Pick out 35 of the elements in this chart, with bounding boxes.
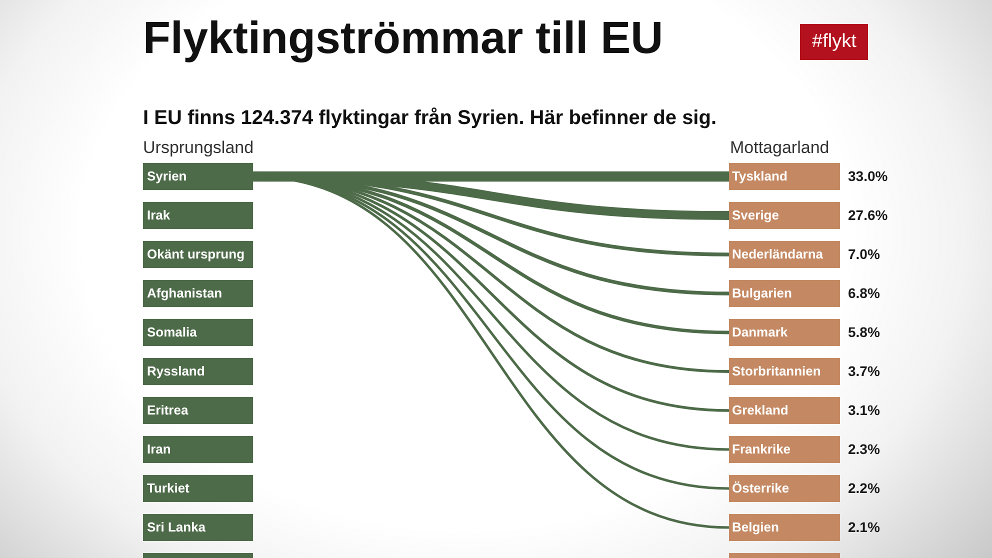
category-label: Somalia [147,324,197,340]
category-label: Österrike [732,480,790,496]
data-label: 5.8% [848,324,880,340]
category-label: Sri Lanka [147,520,206,535]
category-label: Turkiet [147,480,190,496]
category-label: Syrien [147,168,187,184]
category-label: Sverige [732,208,779,223]
data-label: 33.0% [848,168,888,184]
category-label: Tyskland [732,168,788,184]
text: Mottagarland [730,138,830,157]
category-label: Irak [147,208,170,223]
category-label: Eritrea [147,402,188,418]
data-label: 6.8% [848,284,880,301]
category-label: Afghanistan [147,286,222,301]
category-label: Frankrike [732,442,791,457]
category-label: Danmark [732,324,788,340]
text: Flyktingströmmar till EU [143,12,664,63]
category-label: Storbritannien [732,364,821,379]
data-label: 2.1% [848,518,880,535]
data-label: 3.1% [848,402,880,418]
data-label: 2.2% [848,480,880,496]
tag-badge: #flykt [800,24,868,60]
category-label: Ryssland [147,364,205,379]
category-label: Iran [147,442,171,457]
category-label: Belgien [732,520,780,535]
data-label: 2.3% [848,440,880,457]
text: Ursprungsland [143,138,254,157]
data-label: 27.6% [848,206,888,223]
text: I EU finns 124.374 flyktingar från Syrien. Här befinner de sig. [143,107,717,129]
data-label: 3.7% [848,362,880,379]
category-label: Okänt ursprung [147,246,245,262]
category-label: Grekland [732,402,788,418]
data-label: 7.0% [848,246,880,262]
category-label: Nederländarna [732,246,824,262]
category-label: Bulgarien [732,286,792,301]
